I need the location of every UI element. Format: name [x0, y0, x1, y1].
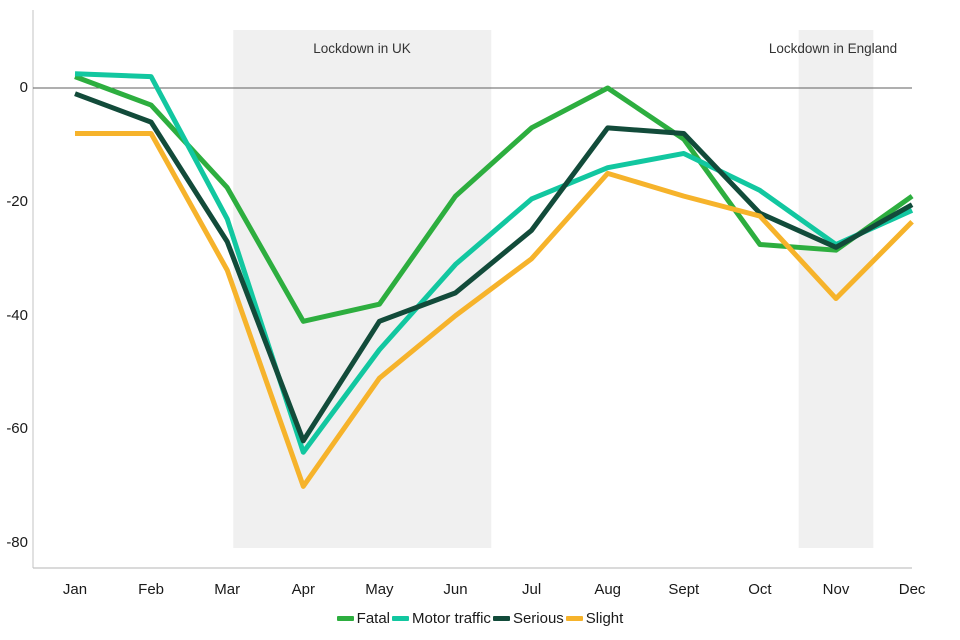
- lockdown-in-england-band: [798, 30, 874, 548]
- series-line-motor-traffic: [74, 71, 914, 455]
- y-tick-label: -40: [6, 306, 28, 324]
- legend-label: Serious: [512, 609, 564, 627]
- y-tick-label: -20: [6, 192, 28, 210]
- legend-item-slight: Slight: [565, 609, 624, 627]
- series-line-fatal: [74, 74, 914, 324]
- x-tick-label-apr: Apr: [291, 581, 315, 598]
- legend-swatch-serious-icon: [492, 615, 510, 621]
- x-tick-label-jun: Jun: [443, 581, 468, 598]
- legend-item-fatal: Fatal: [336, 609, 391, 627]
- legend-label: Slight: [585, 609, 624, 627]
- x-tick-label-feb: Feb: [138, 581, 165, 598]
- legend-item-motor-traffic: Motor traffic: [392, 610, 491, 627]
- legend-item-serious: Serious: [492, 609, 564, 627]
- legend-swatch-slight-icon: [565, 615, 583, 621]
- x-tick-label-dec: Dec: [898, 581, 926, 598]
- legend-swatch-fatal-icon: [336, 615, 354, 621]
- x-tick-label-aug: Aug: [594, 581, 622, 598]
- annotation-lockdown-uk-label: Lockdown in UK: [313, 41, 411, 56]
- legend-label: Motor traffic: [412, 609, 491, 627]
- x-tick-label-may: May: [365, 581, 394, 598]
- lockdown-in-uk-band: [233, 30, 492, 548]
- x-tick-label-jul: Jul: [522, 581, 542, 598]
- y-tick-label: 0: [19, 79, 28, 96]
- y-tick-label: -60: [6, 420, 28, 438]
- legend-swatch-motor-traffic-icon: [392, 615, 410, 621]
- x-tick-label-nov: Nov: [822, 581, 850, 598]
- x-tick-label-oct: Oct: [748, 581, 772, 598]
- legend-label: Fatal: [356, 609, 391, 627]
- x-tick-label-mar: Mar: [214, 581, 241, 598]
- series-line-serious: [74, 91, 914, 444]
- series-line-slight: [75, 131, 914, 489]
- legend: Fatal Motor traffic Serious Slight: [0, 606, 960, 630]
- y-tick-label: -80: [6, 534, 28, 552]
- x-tick-label-sept: Sept: [668, 581, 700, 598]
- annotation-lockdown-england-label: Lockdown in England: [768, 41, 898, 56]
- x-tick-label-jan: Jan: [62, 581, 88, 598]
